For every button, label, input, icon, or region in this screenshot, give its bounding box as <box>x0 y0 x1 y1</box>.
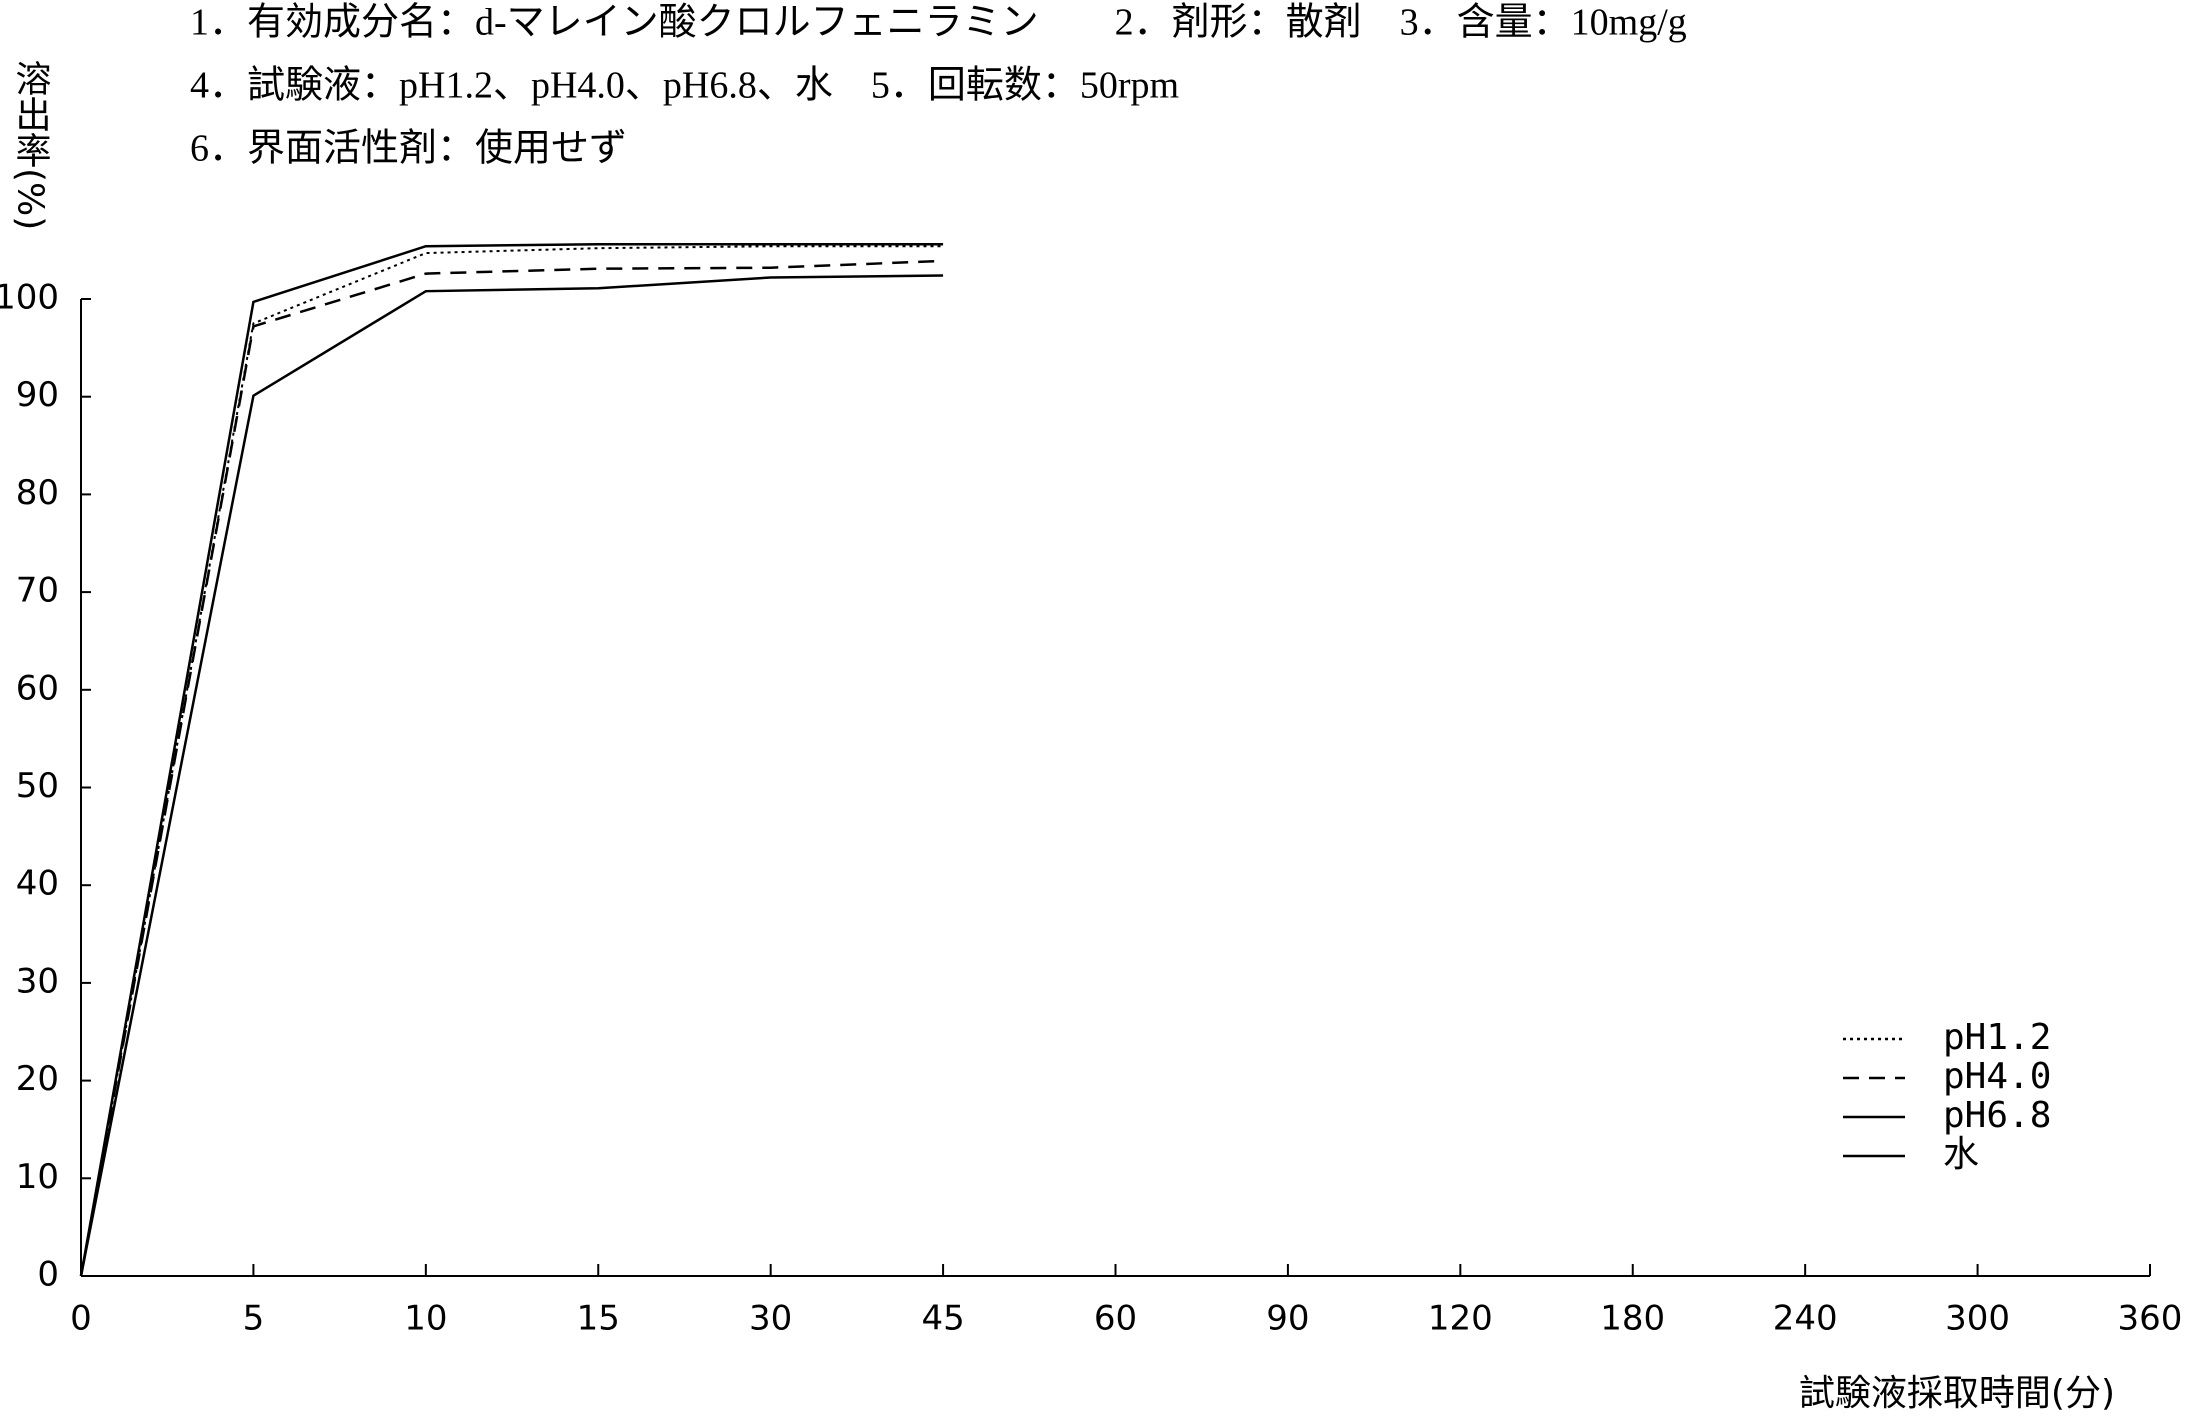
x-tick-label: 180 <box>1600 1299 1665 1339</box>
x-tick-label: 10 <box>404 1299 447 1339</box>
x-tick-label: 45 <box>921 1299 964 1339</box>
x-tick-label: 15 <box>577 1299 620 1339</box>
x-tick-label: 5 <box>243 1299 265 1339</box>
title-line: 4．試験液：pH1.2、pH4.0、pH6.8、水 5．回転数：50rpm <box>190 65 1179 107</box>
x-tick-label: 120 <box>1428 1299 1493 1339</box>
y-tick-label: 50 <box>16 766 59 806</box>
legend-label: pH6.8 <box>1943 1095 2051 1136</box>
legend-label: pH4.0 <box>1943 1056 2051 1097</box>
y-tick-label: 80 <box>16 473 59 513</box>
y-tick-label: 0 <box>37 1255 59 1295</box>
y-axis-label: 溶出率(%) <box>10 60 51 231</box>
x-tick-label: 360 <box>2118 1299 2183 1339</box>
y-tick-label: 40 <box>16 864 59 904</box>
x-axis-label: 試験液採取時間(分) <box>1799 1373 2115 1414</box>
y-tick-label: 10 <box>16 1157 59 1197</box>
series-line <box>79 243 944 1277</box>
y-tick-label: 70 <box>16 571 59 611</box>
legend-label: 水 <box>1943 1134 1979 1175</box>
y-tick-label: 30 <box>16 961 59 1001</box>
x-tick-label: 60 <box>1094 1299 1137 1339</box>
series-line <box>80 245 944 1277</box>
series-line <box>79 274 944 1277</box>
y-tick-label: 100 <box>0 278 59 318</box>
y-tick-label: 20 <box>16 1059 59 1099</box>
title-line: 6．界面活性剤：使用せず <box>190 128 627 170</box>
x-tick-label: 240 <box>1773 1299 1838 1339</box>
x-tick-label: 30 <box>749 1299 792 1339</box>
x-tick-label: 90 <box>1266 1299 1309 1339</box>
legend-label: pH1.2 <box>1943 1017 2051 1058</box>
x-tick-label: 300 <box>1945 1299 2010 1339</box>
x-tick-label: 0 <box>70 1299 92 1339</box>
title-line: 1．有効成分名：d-マレイン酸クロルフェニラミン 2．剤形：散剤 3．含量：10… <box>190 2 1687 44</box>
series-line <box>79 259 944 1277</box>
y-tick-label: 90 <box>16 375 59 415</box>
y-tick-label: 60 <box>16 668 59 708</box>
